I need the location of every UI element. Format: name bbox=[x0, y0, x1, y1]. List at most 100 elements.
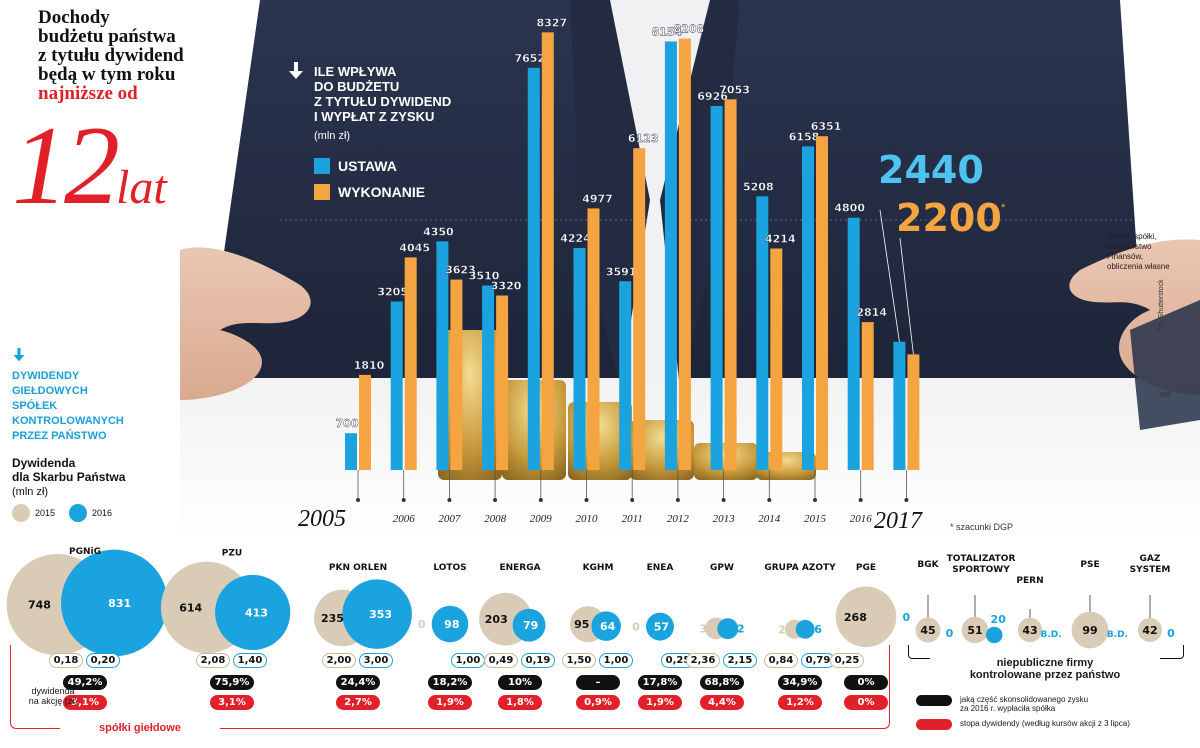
legend-label-2016: 2016 bbox=[92, 508, 113, 518]
private-value-2015-3: 99 bbox=[1082, 624, 1097, 637]
value-2015-8: 27 bbox=[778, 623, 793, 636]
bubble-2016-5 bbox=[591, 611, 621, 641]
bubble-2016-7 bbox=[717, 618, 739, 640]
bar-label-wykonanie-2013: 7053 bbox=[719, 83, 750, 96]
key-red-label: stopa dywidendy (według kursów akcji z 3… bbox=[960, 719, 1130, 728]
bubble-2016-4 bbox=[512, 608, 546, 642]
headline-line-4: będą w tym roku bbox=[38, 64, 176, 85]
tick-dot-2010 bbox=[584, 498, 589, 502]
company-name-3: LOTOS bbox=[433, 563, 466, 573]
year-label-last: 2017 bbox=[874, 508, 922, 534]
company-name-7: GPW bbox=[710, 563, 734, 573]
tick-label-2006: 2006 bbox=[393, 513, 416, 525]
tick-label-2008: 2008 bbox=[484, 513, 507, 525]
private-value-2015-0: 45 bbox=[920, 624, 935, 637]
bar-wykonanie-2011 bbox=[633, 148, 646, 470]
private-value-2016-1: 20 bbox=[991, 613, 1007, 626]
bar-label-ustawa-2008: 3510 bbox=[469, 270, 500, 283]
legend-unit: (mln zł) bbox=[314, 130, 351, 142]
value-2016-2: 353 bbox=[369, 608, 392, 621]
private-label: niepubliczne firmy kontrolowane przez pa… bbox=[930, 657, 1160, 681]
private-value-2015-4: 42 bbox=[1142, 624, 1157, 637]
tick-dot-2008 bbox=[493, 498, 498, 502]
source-line-4: obliczenia własne bbox=[1107, 262, 1170, 271]
legend-circle-2016 bbox=[69, 504, 88, 522]
tick-label-2009: 2009 bbox=[530, 513, 553, 525]
bar-label-ustawa-2014: 5208 bbox=[743, 180, 774, 193]
source-note: Źródło: spółki, Ministerstwo Finansów, o… bbox=[1107, 232, 1197, 272]
bar-label-ustawa-2005: 700 bbox=[336, 417, 359, 430]
dps-label-1: dywidenda bbox=[31, 686, 75, 696]
big-number-value: 12 bbox=[12, 104, 120, 228]
bar-label-wykonanie-2008: 3320 bbox=[491, 280, 522, 293]
bar-wykonanie-2008 bbox=[496, 295, 509, 470]
callout-ustawa-2017: 2440 bbox=[878, 148, 984, 192]
bar-label-ustawa-2010: 4224 bbox=[560, 232, 591, 245]
bar-label-ustawa-2013: 6926 bbox=[697, 90, 728, 103]
tick-dot-2006 bbox=[401, 498, 406, 502]
legend-item-wykonanie: WYKONANIE bbox=[314, 184, 451, 200]
tick-label-2013: 2013 bbox=[713, 513, 736, 525]
bar-wykonanie-2010 bbox=[587, 208, 600, 470]
tick-dot-2015 bbox=[813, 498, 817, 502]
bubble-2016-8 bbox=[795, 619, 815, 639]
bar-label-wykonanie-2015: 6351 bbox=[811, 120, 842, 133]
bar-label-wykonanie-2012: 8208 bbox=[674, 23, 705, 36]
company-name-2: PKN ORLEN bbox=[329, 563, 387, 573]
bar-ustawa-2011 bbox=[619, 281, 632, 470]
callout-asterisk: * bbox=[1001, 202, 1006, 214]
legend-swatch-ustawa bbox=[314, 158, 330, 174]
bar-wykonanie-2006 bbox=[404, 257, 417, 470]
key-black-1: jaką część skonsolidowanego zysku bbox=[960, 695, 1089, 704]
bar-label-wykonanie-2014: 4214 bbox=[765, 233, 796, 246]
bar-label-wykonanie-2016: 2814 bbox=[856, 306, 887, 319]
headline-line-3: z tytułu dywidend bbox=[38, 45, 184, 66]
bar-ustawa-2006 bbox=[390, 301, 403, 470]
company-name-0: PGNiG bbox=[69, 547, 101, 557]
private-name-4-0: GAZ bbox=[1140, 554, 1161, 564]
private-value-2016-0: 0 bbox=[946, 627, 954, 640]
bar-ustawa-2010 bbox=[573, 247, 586, 470]
headline: Dochody budżetu państwa z tytułu dywiden… bbox=[38, 8, 288, 103]
value-2016-6: 57 bbox=[654, 621, 669, 634]
bar-ustawa-2016 bbox=[847, 217, 860, 470]
dividend-unit: (mln zł) bbox=[12, 486, 49, 498]
dividend-heading-4: KONTROLOWANYCH bbox=[12, 415, 124, 427]
pill-key: jaką część skonsolidowanego zysku za 2016… bbox=[916, 695, 1200, 736]
bar-wykonanie-2016 bbox=[861, 322, 874, 470]
bar-label-wykonanie-2011: 6123 bbox=[628, 132, 659, 145]
callout-line-ustawa bbox=[879, 209, 900, 342]
callout-line-wykonanie bbox=[899, 237, 914, 355]
year-label-first: 2005 bbox=[298, 506, 346, 532]
tick-label-2007: 2007 bbox=[438, 513, 461, 525]
bar-ustawa-2012 bbox=[664, 41, 677, 471]
key-red-swatch bbox=[916, 719, 952, 730]
bar-label-ustawa-2016: 4800 bbox=[834, 202, 865, 215]
value-2015-3: 0 bbox=[418, 618, 426, 631]
company-name-1: PZU bbox=[222, 549, 242, 559]
value-2016-7: 32 bbox=[729, 622, 744, 635]
private-value-2015-2: 43 bbox=[1022, 624, 1037, 637]
value-2015-7: 35 bbox=[700, 623, 715, 636]
tick-dot-2005 bbox=[356, 498, 360, 502]
bubble-2016-6 bbox=[646, 612, 674, 641]
bar-wykonanie-2012 bbox=[678, 38, 691, 471]
dividend-legend: DYWIDENDY GIEŁDOWYCH SPÓŁEK KONTROLOWANY… bbox=[12, 348, 202, 522]
bar-ustawa-2017 bbox=[893, 341, 906, 470]
bubble-chart: PGNiG 748 831 PZU 614 413 PKN ORLEN 235 353 LOTOS… bbox=[6, 547, 1175, 657]
value-2015-2: 235 bbox=[321, 612, 344, 625]
listed-label: spółki giełdowe bbox=[60, 722, 220, 734]
bar-wykonanie-2017 bbox=[907, 354, 920, 470]
private-bubble-2015-4 bbox=[1138, 618, 1162, 642]
headline-line-2: budżetu państwa bbox=[38, 26, 176, 47]
bar-wykonanie-2015 bbox=[816, 136, 828, 471]
bar-label-ustawa-2006: 3205 bbox=[377, 286, 408, 299]
value-2015-5: 95 bbox=[574, 618, 589, 631]
value-2016-9: 0 bbox=[902, 611, 910, 624]
private-bubble-2016-1 bbox=[985, 626, 1003, 644]
legend-swatch-wykonanie bbox=[314, 184, 330, 200]
tick-label-2012: 2012 bbox=[667, 513, 690, 525]
bar-label-wykonanie-2005: 1810 bbox=[354, 359, 385, 372]
